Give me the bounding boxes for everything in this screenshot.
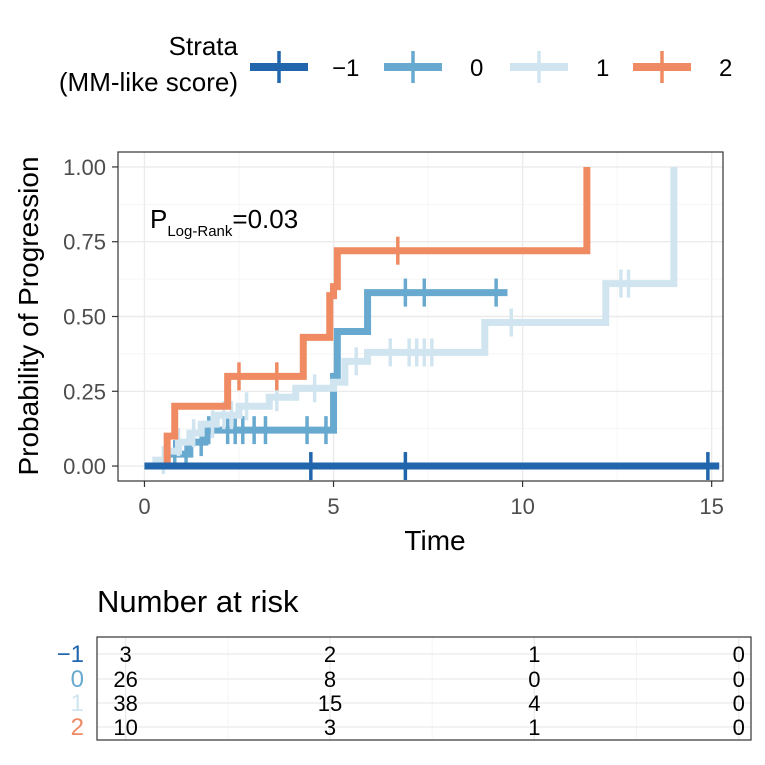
risk-table-border: [96, 636, 752, 741]
risk-row-label: 0: [71, 666, 84, 693]
legend-label: 2: [719, 55, 732, 82]
legend-label: 1: [596, 55, 609, 82]
risk-table-grid: [97, 637, 751, 740]
risk-table-title: Number at risk: [97, 584, 299, 619]
x-tick-label: 15: [699, 494, 723, 519]
risk-cell: 3: [324, 715, 336, 740]
x-axis-title: Time: [404, 525, 465, 556]
risk-cell: 8: [324, 667, 336, 692]
risk-cell: 38: [113, 691, 137, 716]
y-tick-label: 1.00: [63, 155, 106, 180]
legend-title-line2: (MM-like score): [59, 67, 238, 97]
y-tick-label: 0.00: [63, 454, 106, 479]
y-axis-title: Probability of Progression: [13, 156, 44, 475]
risk-row-label: 2: [71, 714, 84, 741]
legend-title-line1: Strata: [169, 31, 239, 61]
risk-cell: 0: [528, 667, 540, 692]
km-curve-2: [144, 166, 591, 470]
legend-label: −1: [332, 55, 359, 82]
survival-plot: 0 5 10 15 0.00 0.25 0.50 0.75 1.00 PLog-Rank=0.0…: [13, 151, 724, 556]
legend-items: −1 0 1 2: [250, 51, 732, 83]
p-subscript: Log-Rank: [167, 223, 233, 240]
risk-cell: 1: [528, 642, 540, 667]
risk-cell: 26: [113, 667, 137, 692]
risk-table: Number at risk −1 3 2 1 00 26 8 0 01 38 15 4 02 10 3 1 0: [57, 584, 752, 741]
p-value-annotation: PLog-Rank=0.03: [150, 204, 298, 240]
x-tick-label: 5: [327, 494, 339, 519]
plot-axes: 0 5 10 15 0.00 0.25 0.50 0.75 1.00: [63, 155, 724, 519]
legend: Strata (MM-like score) −1 0 1 2: [59, 31, 732, 97]
y-tick-label: 0.75: [63, 230, 106, 255]
plot-grid: [118, 152, 723, 481]
risk-cell: 0: [733, 715, 745, 740]
y-tick-label: 0.50: [63, 305, 106, 330]
risk-cell: 10: [113, 715, 137, 740]
risk-cell: 1: [528, 715, 540, 740]
x-tick-label: 10: [510, 494, 534, 519]
p-main: P: [150, 204, 167, 234]
risk-cell: 0: [733, 642, 745, 667]
risk-cell: 0: [733, 667, 745, 692]
risk-cell: 15: [318, 691, 342, 716]
risk-cell: 0: [733, 691, 745, 716]
risk-row-label: 1: [71, 690, 84, 717]
risk-cell: 2: [324, 642, 336, 667]
risk-cell: 4: [528, 691, 540, 716]
p-value: =0.03: [232, 204, 298, 234]
plot-series: [144, 166, 720, 481]
risk-cell: 3: [119, 642, 131, 667]
y-tick-label: 0.25: [63, 379, 106, 404]
legend-label: 0: [470, 55, 483, 82]
x-tick-label: 0: [138, 494, 150, 519]
risk-row-label: −1: [57, 641, 84, 668]
risk-table-cells: −1 3 2 1 00 26 8 0 01 38 15 4 02 10 3 1 0: [57, 641, 745, 741]
